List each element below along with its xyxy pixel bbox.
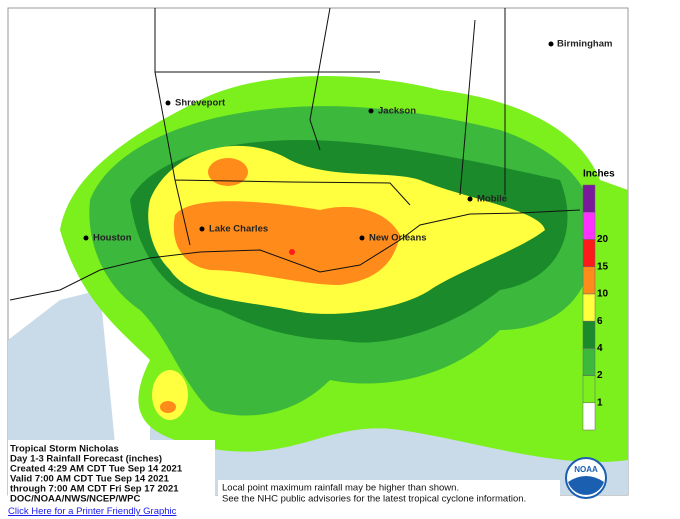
info-line: DOC/NOAA/NWS/NCEP/WPC <box>10 494 141 505</box>
city-label: Birmingham <box>557 39 612 50</box>
legend-swatch <box>582 293 596 322</box>
city-label: Houston <box>93 233 132 244</box>
info-line: through 7:00 AM CDT Fri Sep 17 2021 <box>10 484 179 495</box>
legend-swatch <box>582 320 596 349</box>
city-label: Lake Charles <box>209 224 268 235</box>
legend: 1 2 4 6 10 15 20 <box>582 184 609 431</box>
legend-swatch <box>582 211 596 240</box>
legend-swatch <box>582 184 596 213</box>
city-dot <box>165 100 171 106</box>
legend-swatch <box>582 239 596 267</box>
noaa-logo-text: NOAA <box>574 465 598 474</box>
legend-label: 4 <box>597 343 603 354</box>
legend-label: 1 <box>597 397 603 408</box>
legend-swatch <box>582 402 596 431</box>
legend-swatch <box>582 348 596 376</box>
city-dot <box>359 235 365 241</box>
info-line: Created 4:29 AM CDT Tue Sep 14 2021 <box>10 464 183 475</box>
legend-swatch <box>582 375 596 404</box>
city-label: Mobile <box>477 194 507 205</box>
city-dot <box>83 235 89 241</box>
printer-link[interactable]: Click Here for a Printer Friendly Graphi… <box>8 506 177 517</box>
legend-title: Inches <box>583 169 615 180</box>
city-dot <box>368 108 374 114</box>
rain-10 <box>208 158 248 186</box>
rain-15 <box>289 249 295 255</box>
rain-10 <box>173 201 400 285</box>
legend-label: 10 <box>597 289 609 300</box>
noaa-logo-wave <box>568 476 604 495</box>
city-dot <box>199 226 205 232</box>
cities: Birmingham Shreveport Jackson Houston La… <box>83 39 612 244</box>
rain-10 <box>160 401 176 413</box>
info-line: Day 1-3 Rainfall Forecast (inches) <box>10 454 162 465</box>
legend-swatch <box>582 266 596 295</box>
legend-label: 2 <box>597 370 603 381</box>
info-line: Valid 7:00 AM CDT Tue Sep 14 2021 <box>10 474 170 485</box>
state-border <box>154 7 506 246</box>
info-line: Tropical Storm Nicholas <box>10 444 119 455</box>
disclaimer-box <box>218 480 560 504</box>
coastline <box>9 209 581 301</box>
disclaimer: See the NHC public advisories for the la… <box>222 494 526 505</box>
city-label: Jackson <box>378 106 416 117</box>
legend-label: 15 <box>597 261 609 272</box>
city-dot <box>548 41 554 47</box>
disclaimer: Local point maximum rainfall may be high… <box>222 483 459 494</box>
city-label: New Orleans <box>369 233 427 244</box>
info-box <box>8 440 215 502</box>
legend-label: 20 <box>597 234 609 245</box>
city-dot <box>467 196 473 202</box>
legend-label: 6 <box>597 316 603 327</box>
city-label: Shreveport <box>175 98 226 109</box>
